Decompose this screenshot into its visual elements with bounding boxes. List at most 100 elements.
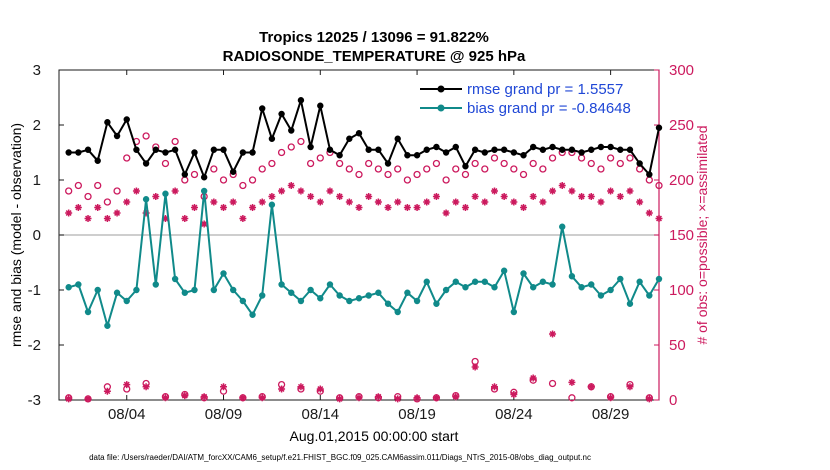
obs-possible-point — [452, 165, 460, 173]
obs-assimilated-point — [94, 204, 102, 211]
obs-possible-point — [423, 165, 431, 173]
bias-point — [500, 267, 508, 274]
obs-possible-point — [432, 159, 441, 168]
obs-possible-point — [403, 176, 412, 184]
bias-point — [617, 275, 624, 283]
obs-possible-point — [490, 154, 499, 162]
left-y-tick-label: -2 — [28, 337, 41, 354]
rmse-point — [471, 146, 479, 153]
x-axis-ticks: 08/04 08/09 08/14 08/19 08/24 08/29 — [108, 70, 629, 423]
bias-point — [346, 297, 353, 305]
obs-assimilated-point — [490, 187, 498, 195]
obs-possible-point — [568, 394, 576, 402]
obs-assimilated-point — [123, 381, 131, 389]
rmse-point — [597, 143, 605, 151]
rmse-point — [288, 127, 295, 134]
obs-assimilated-point — [249, 204, 257, 211]
rmse-point — [559, 146, 566, 153]
obs-possible-point — [316, 154, 324, 162]
bias-point — [442, 286, 450, 294]
obs-assimilated-point — [74, 204, 82, 211]
obs-assimilated-point — [345, 198, 353, 206]
bias-line — [68, 190, 660, 327]
obs-assimilated-point — [520, 204, 528, 211]
obs-assimilated-point — [481, 198, 489, 206]
rmse-point — [191, 149, 198, 156]
rmse-point — [462, 163, 469, 170]
obs-assimilated-markers — [65, 182, 663, 403]
obs-assimilated-point — [84, 395, 92, 403]
obs-possible-point — [123, 154, 131, 162]
rmse-point — [278, 110, 285, 118]
obs-possible-point — [394, 165, 402, 173]
bias-point — [491, 284, 498, 291]
bias-point — [259, 292, 266, 299]
left-y-tick-label: 1 — [33, 172, 41, 189]
bias-point — [529, 284, 537, 291]
obs-assimilated-point — [132, 187, 140, 195]
bias-point — [249, 311, 256, 318]
obs-assimilated-point — [568, 187, 576, 195]
obs-assimilated-point — [578, 193, 586, 200]
obs-possible-point — [74, 181, 83, 190]
bias-point — [239, 297, 247, 305]
right-y-tick-label: 0 — [669, 392, 677, 409]
rmse-point — [220, 146, 227, 153]
obs-possible-point — [306, 159, 315, 168]
right-y-tick-label: 100 — [669, 282, 694, 299]
bias-point — [365, 292, 372, 299]
obs-assimilated-point — [510, 391, 518, 398]
right-y-tick-label: 150 — [669, 227, 694, 244]
obs-possible-point — [384, 170, 392, 179]
obs-assimilated-point — [65, 395, 73, 403]
bias-point — [394, 308, 401, 316]
obs-assimilated-point — [161, 394, 169, 402]
obs-assimilated-point — [161, 215, 169, 222]
obs-possible-point — [345, 165, 353, 173]
obs-assimilated-point — [123, 198, 131, 206]
bias-point — [171, 275, 179, 283]
rmse-point — [268, 135, 276, 142]
legend-bias-label: bias grand pr = -0.84648 — [467, 100, 631, 117]
obs-possible-point — [374, 165, 383, 173]
obs-assimilated-point — [297, 383, 305, 391]
rmse-point — [162, 149, 169, 156]
rmse-point — [181, 171, 189, 178]
right-y-axis-ticks: 0 50 100 150 200 250 300 — [654, 62, 694, 409]
obs-assimilated-point — [597, 198, 605, 206]
rmse-point — [520, 152, 527, 159]
bias-point — [268, 201, 276, 208]
rmse-point — [404, 152, 411, 159]
obs-assimilated-point — [103, 387, 111, 395]
obs-assimilated-point — [471, 193, 479, 200]
bias-point — [94, 286, 101, 294]
obs-possible-point — [113, 187, 121, 195]
obs-assimilated-point — [636, 198, 644, 206]
obs-possible-point — [210, 165, 218, 173]
x-tick-label: 08/29 — [592, 406, 630, 423]
rmse-point — [355, 130, 363, 137]
obs-assimilated-point — [587, 383, 595, 391]
left-y-tick-label: 3 — [33, 62, 41, 79]
left-y-axis-label: rmse and bias (model - observation) — [8, 123, 24, 347]
obs-assimilated-point — [181, 215, 189, 222]
x-tick-label: 08/14 — [302, 406, 340, 423]
right-y-tick-label: 250 — [669, 117, 694, 134]
bias-point — [220, 270, 227, 277]
rmse-point — [365, 146, 372, 153]
rmse-series — [65, 97, 663, 181]
bias-point — [471, 278, 479, 285]
obs-assimilated-point — [239, 215, 247, 222]
obs-possible-point — [65, 187, 73, 195]
obs-assimilated-point — [432, 394, 440, 402]
rmse-point — [394, 135, 401, 142]
obs-possible-point — [548, 379, 557, 388]
bias-point — [597, 292, 605, 299]
obs-possible-point — [548, 154, 557, 162]
obs-possible-point — [248, 176, 257, 184]
rmse-point — [491, 146, 498, 153]
bias-point — [568, 273, 576, 280]
bias-point — [578, 284, 585, 291]
obs-assimilated-point — [268, 193, 276, 200]
